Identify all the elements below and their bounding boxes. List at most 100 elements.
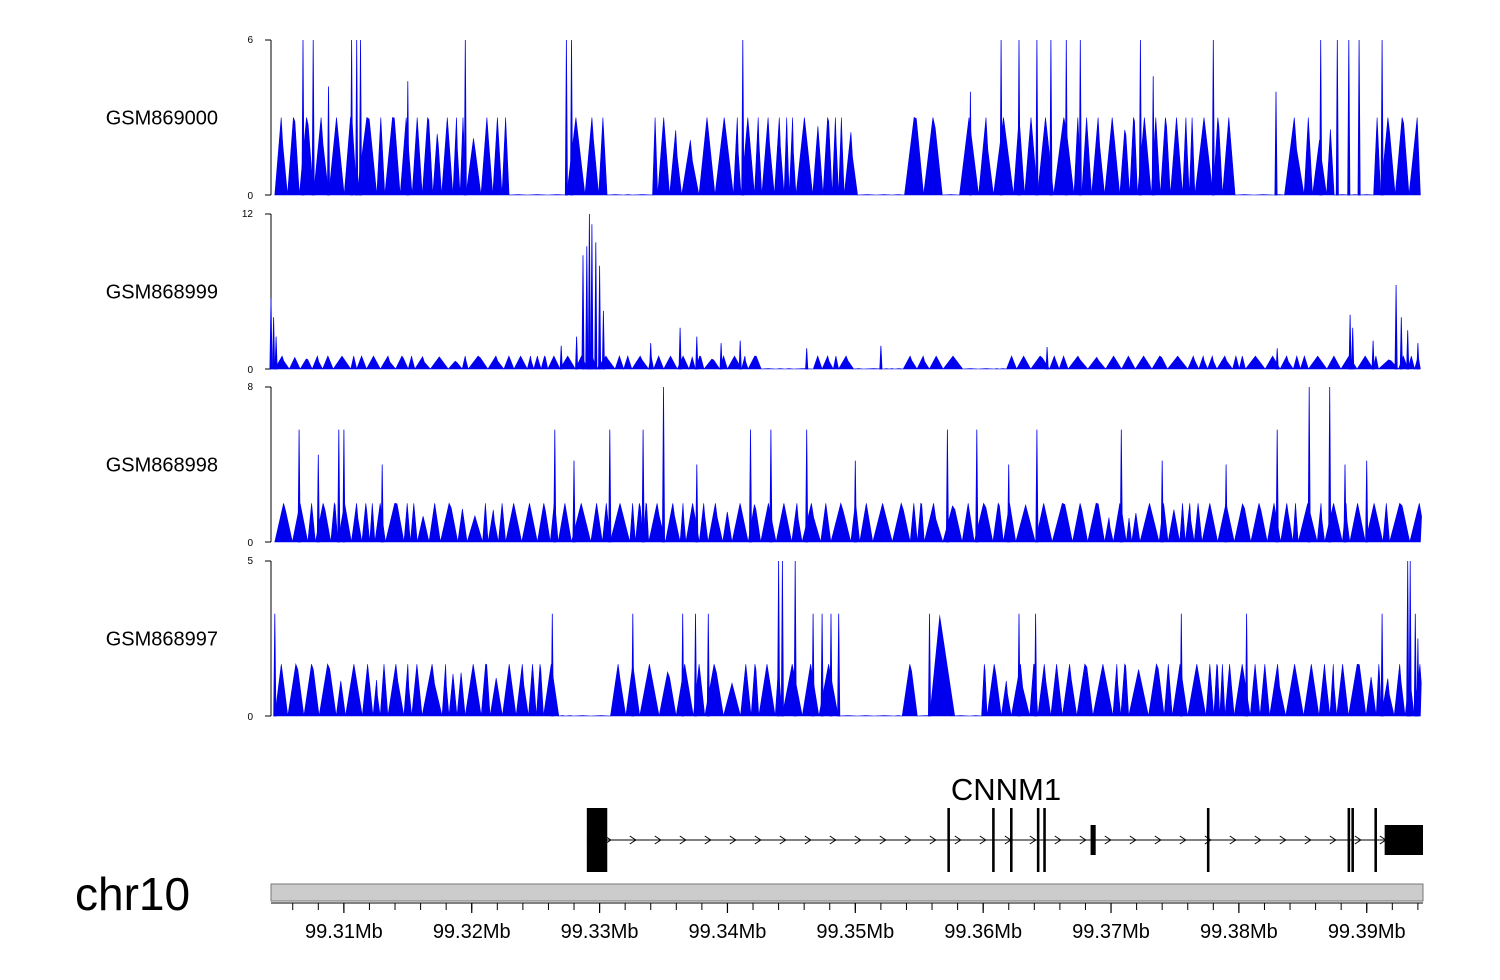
strand-arrow xyxy=(729,835,737,845)
coverage-spike-6 xyxy=(777,560,781,717)
chromosome-axis: chr10 99.31Mb 99.32Mb 99.33Mb 99.34Mb 99.35Mb… xyxy=(75,868,1424,943)
strand-arrow xyxy=(1229,835,1237,845)
track-label: GSM868999 xyxy=(106,282,218,304)
strand-arrow xyxy=(1354,835,1362,845)
coverage-spike-12 xyxy=(1049,39,1053,196)
y-tick-label-max: 5 xyxy=(247,556,253,567)
coverage-spike-20 xyxy=(1275,348,1279,370)
coverage-spike-22 xyxy=(1416,638,1420,717)
coverage-spike-18 xyxy=(316,454,320,543)
gene-name-label: CNNM1 xyxy=(951,772,1061,807)
coverage-spike-0 xyxy=(273,613,277,717)
coverage-spike-2 xyxy=(342,429,346,543)
y-tick-label-min: 0 xyxy=(247,191,253,202)
y-tick-label-max: 6 xyxy=(247,35,253,46)
coverage-spike-7 xyxy=(590,224,594,370)
strand-arrow xyxy=(1154,835,1162,845)
strand-arrow xyxy=(679,835,687,845)
strand-arrow xyxy=(1204,835,1212,845)
track-gsm868998: GSM868998 8 0 xyxy=(106,382,1422,549)
coverage-spike-5 xyxy=(585,246,589,370)
coverage-spike-18 xyxy=(1380,613,1384,717)
chromosome-ideogram-band xyxy=(270,883,1424,902)
coverage-spike-14 xyxy=(1078,39,1082,196)
x-tick-label: 99.34Mb xyxy=(689,921,767,943)
coverage-spike-3 xyxy=(553,429,557,543)
coverage-spike-12 xyxy=(1035,429,1039,543)
coverage-spike-21 xyxy=(1380,39,1384,196)
coverage-spike-23 xyxy=(406,81,410,196)
y-tick-label-min: 0 xyxy=(247,365,253,376)
strand-arrow xyxy=(1104,835,1112,845)
coverage-spike-10 xyxy=(1017,39,1021,196)
coverage-spike-1 xyxy=(550,613,554,717)
coverage-spike-16 xyxy=(738,340,742,370)
coverage-spike-13 xyxy=(1064,39,1068,196)
coverage-spike-21 xyxy=(1348,314,1352,370)
coverage-spike-9 xyxy=(999,39,1003,196)
strand-arrow xyxy=(654,835,662,845)
strand-arrow xyxy=(1054,835,1062,845)
coverage-spike-23 xyxy=(1371,340,1375,370)
strand-arrow xyxy=(629,835,637,845)
coverage-spike-9 xyxy=(811,613,815,717)
coverage-spike-12 xyxy=(837,613,841,717)
coverage-spike-15 xyxy=(719,343,723,370)
coverage-spike-15 xyxy=(1034,613,1038,717)
coverage-spike-1 xyxy=(337,429,341,543)
coverage-spike-16 xyxy=(1328,386,1332,543)
coverage-spike-0 xyxy=(301,39,305,196)
x-tick-label: 99.36Mb xyxy=(944,921,1022,943)
strand-arrow xyxy=(754,835,762,845)
coverage-spike-13 xyxy=(1119,429,1123,543)
track-gsm869000: GSM869000 6 0 xyxy=(106,35,1421,202)
coverage-spike-18 xyxy=(1335,39,1339,196)
y-tick-label-max: 12 xyxy=(242,209,254,220)
track-label: GSM868998 xyxy=(106,455,218,477)
coverage-spike-25 xyxy=(1151,76,1155,196)
coverage-spike-1 xyxy=(272,317,276,370)
coverage-spike-3 xyxy=(355,39,359,196)
coverage-spike-20 xyxy=(1357,39,1361,196)
strand-arrow xyxy=(929,835,937,845)
coverage-spike-1 xyxy=(311,39,315,196)
coverage-spike-10 xyxy=(945,429,949,543)
coverage-spike-10 xyxy=(601,310,605,370)
coverage-spike-11 xyxy=(829,613,833,717)
coverage-spike-17 xyxy=(1245,613,1249,717)
coverage-spike-25 xyxy=(1224,464,1228,543)
coverage-spike-18 xyxy=(879,345,883,370)
coverage-spike-5 xyxy=(463,39,467,196)
coverage-spike-22 xyxy=(326,86,331,196)
exon-2 xyxy=(992,808,995,872)
coverage-spike-16 xyxy=(1211,39,1215,196)
coverage-spike-17 xyxy=(1319,39,1323,196)
coverage-spike-8 xyxy=(793,560,797,717)
coverage-spike-24 xyxy=(1160,460,1164,543)
coverage-spike-0 xyxy=(269,297,273,370)
exon-6 xyxy=(1090,825,1096,855)
strand-arrow xyxy=(1254,835,1262,845)
coverage-spike-14 xyxy=(1017,613,1021,717)
strand-arrow xyxy=(879,835,887,845)
coverage-spike-4 xyxy=(358,39,363,196)
coverage-spike-3 xyxy=(681,613,685,717)
y-tick-label-min: 0 xyxy=(247,538,253,549)
track-gsm868997: GSM868997 5 0 xyxy=(106,556,1422,723)
coverage-area xyxy=(274,502,1422,544)
coverage-spike-22 xyxy=(1351,327,1355,370)
coverage-spike-4 xyxy=(693,613,698,717)
coverage-spike-5 xyxy=(641,429,645,543)
coverage-spike-7 xyxy=(748,429,753,543)
coverage-spike-14 xyxy=(695,336,699,370)
coverage-spike-13 xyxy=(927,613,932,717)
coverage-spike-17 xyxy=(1343,464,1347,543)
x-tick-label: 99.39Mb xyxy=(1328,921,1406,943)
coverage-spike-0 xyxy=(297,429,301,543)
coverage-spike-19 xyxy=(380,464,384,543)
coverage-broad-peak-1 xyxy=(929,613,955,716)
strand-arrow xyxy=(829,835,837,845)
strand-arrow xyxy=(1279,835,1287,845)
strand-arrow xyxy=(904,835,912,845)
